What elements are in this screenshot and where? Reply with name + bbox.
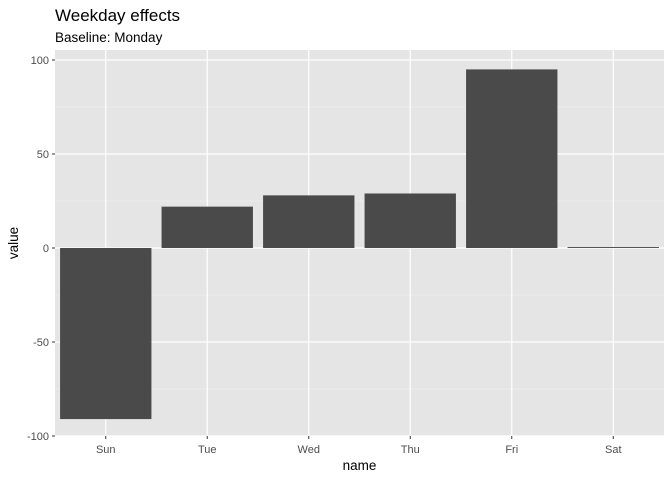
plot-panel [55, 50, 664, 436]
x-tick-label: Sun [96, 444, 116, 456]
x-axis: Sun Tue Wed Thu Fri Sat [96, 436, 622, 456]
y-tick-label: 0 [43, 243, 49, 255]
y-tick-label: -100 [27, 431, 49, 443]
x-axis-title: name [343, 458, 377, 473]
y-axis-title: value [6, 227, 21, 259]
chart-subtitle: Baseline: Monday [55, 30, 163, 45]
y-tick-label: -50 [33, 337, 49, 349]
x-tick-label: Thu [401, 444, 420, 456]
minor-gridlines [55, 106, 664, 390]
x-tick-label: Wed [298, 444, 320, 456]
bar-tue [161, 206, 253, 248]
x-tick-label: Tue [198, 444, 217, 456]
x-tick-label: Fri [505, 444, 518, 456]
y-tick-label: 50 [37, 149, 49, 161]
y-axis: -100 -50 0 50 100 [27, 55, 55, 443]
bar-sun [60, 248, 152, 420]
chart-title: Weekday effects [55, 6, 180, 25]
bars [60, 69, 659, 420]
bar-fri [466, 69, 558, 249]
bar-wed [263, 195, 355, 248]
bar-thu [364, 193, 456, 248]
x-tick-label: Sat [605, 444, 622, 456]
bar-sat [567, 247, 659, 248]
y-tick-label: 100 [31, 55, 49, 67]
